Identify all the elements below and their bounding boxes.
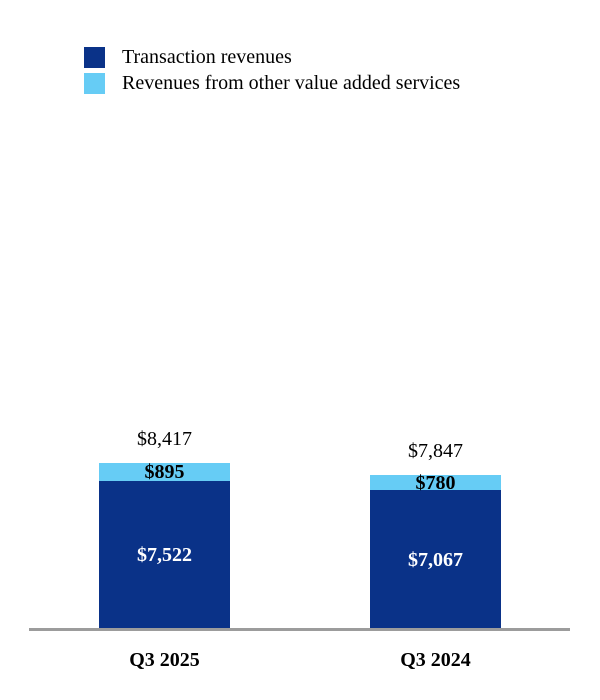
segment-value-label: $7,067 — [408, 548, 463, 571]
bar-segment-other-services-q3-2024: $780 — [370, 471, 501, 494]
bar-column-q3-2025: $8,417 $895 $7,522 — [99, 428, 230, 629]
bar-segment-other-services-q3-2025: $895 — [99, 461, 230, 483]
bar-column-q3-2024: $7,847 $780 $7,067 — [370, 440, 501, 629]
category-label-q3-2024: Q3 2024 — [400, 649, 471, 671]
legend-label-other-value-added-services: Revenues from other value added services — [122, 71, 461, 94]
segment-value-label: $895 — [144, 461, 185, 483]
bar-segment-transaction-q3-2024: $7,067 — [370, 490, 501, 629]
category-label-q3-2025: Q3 2025 — [129, 649, 200, 671]
legend-item-other-value-added-services: Revenues from other value added services — [84, 70, 460, 96]
total-label-q3-2025: $8,417 — [137, 428, 192, 450]
segment-value-label: $780 — [415, 471, 456, 494]
legend-swatch-transaction-revenues — [84, 46, 105, 68]
x-axis-line — [29, 628, 570, 631]
bar-segment-transaction-q3-2025: $7,522 — [99, 481, 230, 629]
segment-value-label: $7,522 — [137, 544, 192, 566]
total-label-q3-2024: $7,847 — [408, 440, 463, 462]
legend: Transaction revenues Revenues from other… — [84, 44, 460, 96]
legend-label-transaction-revenues: Transaction revenues — [122, 45, 292, 68]
legend-item-transaction-revenues: Transaction revenues — [84, 44, 460, 70]
legend-swatch-other-value-added-services — [84, 72, 105, 94]
